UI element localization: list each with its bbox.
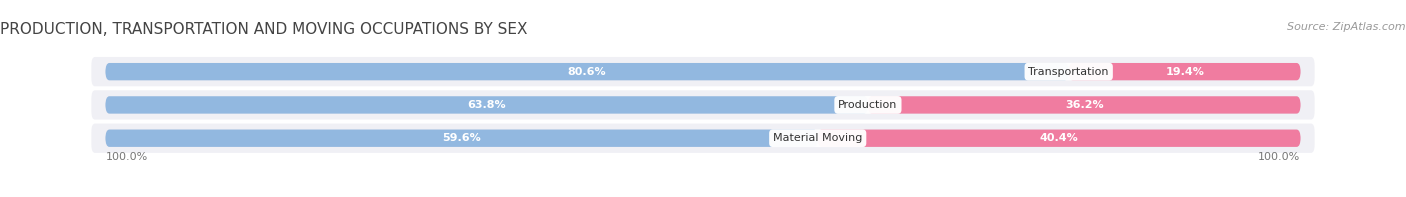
- Text: 100.0%: 100.0%: [105, 152, 148, 162]
- FancyBboxPatch shape: [91, 124, 1315, 153]
- Text: 36.2%: 36.2%: [1064, 100, 1104, 110]
- Text: PRODUCTION, TRANSPORTATION AND MOVING OCCUPATIONS BY SEX: PRODUCTION, TRANSPORTATION AND MOVING OC…: [0, 22, 527, 37]
- FancyBboxPatch shape: [868, 96, 1301, 114]
- Text: Production: Production: [838, 100, 897, 110]
- Text: Transportation: Transportation: [1028, 67, 1109, 77]
- FancyBboxPatch shape: [1069, 63, 1301, 80]
- FancyBboxPatch shape: [105, 130, 1301, 147]
- Text: 63.8%: 63.8%: [467, 100, 506, 110]
- FancyBboxPatch shape: [91, 90, 1315, 120]
- FancyBboxPatch shape: [105, 130, 818, 147]
- FancyBboxPatch shape: [105, 63, 1301, 80]
- FancyBboxPatch shape: [91, 57, 1315, 86]
- FancyBboxPatch shape: [818, 130, 1301, 147]
- Text: 40.4%: 40.4%: [1040, 133, 1078, 143]
- Text: 19.4%: 19.4%: [1166, 67, 1204, 77]
- Text: 59.6%: 59.6%: [443, 133, 481, 143]
- FancyBboxPatch shape: [105, 63, 1069, 80]
- FancyBboxPatch shape: [105, 96, 868, 114]
- Text: 100.0%: 100.0%: [1258, 152, 1301, 162]
- Text: Source: ZipAtlas.com: Source: ZipAtlas.com: [1288, 22, 1406, 32]
- Text: Material Moving: Material Moving: [773, 133, 862, 143]
- Text: 80.6%: 80.6%: [568, 67, 606, 77]
- FancyBboxPatch shape: [105, 96, 1301, 114]
